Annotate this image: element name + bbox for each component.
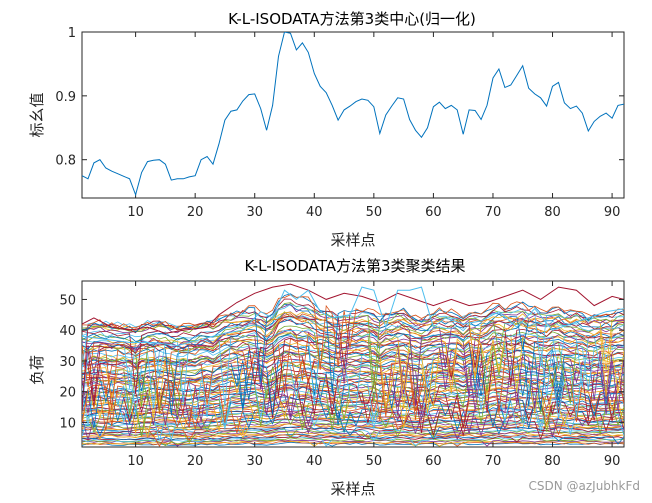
top-subplot: K-L-ISODATA方法第3类中心(归一化) 10 20 30 40 50 60 70 80… xyxy=(28,10,625,249)
member-curve xyxy=(82,298,624,412)
bottom-x-tick-label: 20 xyxy=(187,454,204,469)
member-curve xyxy=(82,325,624,408)
member-curve xyxy=(82,329,624,394)
member-curve xyxy=(82,384,624,422)
bottom-x-tick-label: 10 xyxy=(127,454,144,469)
member-curve xyxy=(82,404,624,434)
curve-max-line xyxy=(82,283,624,334)
member-curve xyxy=(82,358,624,421)
bottom-chart-title: K-L-ISODATA方法第3类聚类结果 xyxy=(244,257,465,275)
bottom-series-group xyxy=(82,283,624,447)
member-curve xyxy=(82,418,624,427)
bottom-x-axis-label: 采样点 xyxy=(330,480,375,498)
member-curve xyxy=(82,329,624,407)
bottom-x-tick-label: 30 xyxy=(246,454,263,469)
top-x-tick-label: 20 xyxy=(187,205,204,220)
bottom-y-tick-label: 20 xyxy=(59,386,76,401)
top-x-axis-label: 采样点 xyxy=(330,231,375,249)
watermark: CSDN @azJubhkFd xyxy=(528,479,640,493)
member-curve xyxy=(82,435,624,447)
member-curve xyxy=(82,441,624,447)
top-x-tick-label: 40 xyxy=(306,205,323,220)
top-x-tick-label: 60 xyxy=(425,205,442,220)
bottom-y-tick-label: 50 xyxy=(59,293,76,308)
top-x-tick-label: 90 xyxy=(604,205,621,220)
member-curve xyxy=(82,303,624,371)
member-curve xyxy=(82,433,624,445)
bottom-y-tick-label: 40 xyxy=(59,324,76,339)
member-curve xyxy=(82,332,624,404)
member-curve xyxy=(82,351,624,416)
member-curve xyxy=(82,413,624,435)
member-curve xyxy=(82,409,624,437)
top-axis-ticks: 10 20 30 40 50 60 70 80 90 0.8 0.9 1 xyxy=(55,26,624,220)
bottom-x-tick-label: 70 xyxy=(485,454,502,469)
member-curve xyxy=(82,364,624,411)
top-y-axis-label: 标幺值 xyxy=(28,92,46,137)
member-curve xyxy=(82,386,624,434)
member-curve xyxy=(82,358,624,416)
center-series-line xyxy=(82,32,624,197)
top-x-tick-label: 70 xyxy=(485,205,502,220)
curve-peaks-line xyxy=(82,286,624,347)
top-series-group xyxy=(82,32,624,197)
member-curve xyxy=(82,430,624,439)
bottom-x-tick-label: 90 xyxy=(604,454,621,469)
member-curve xyxy=(82,439,624,447)
member-curve xyxy=(82,382,624,426)
bottom-y-axis-label: 负荷 xyxy=(28,355,46,385)
top-y-tick-label: 0.9 xyxy=(55,90,76,105)
member-curve xyxy=(82,441,624,447)
member-curve xyxy=(82,294,624,371)
top-x-tick-label: 50 xyxy=(366,205,383,220)
member-curve xyxy=(82,329,624,405)
top-plot-area xyxy=(81,31,625,199)
top-x-tick-label: 10 xyxy=(127,205,144,220)
bottom-y-tick-label: 30 xyxy=(59,355,76,370)
top-x-tick-label: 30 xyxy=(246,205,263,220)
member-curve xyxy=(82,423,624,442)
top-x-tick-label: 80 xyxy=(544,205,561,220)
bottom-x-tick-label: 50 xyxy=(366,454,383,469)
top-y-tick-label: 1 xyxy=(68,26,76,41)
bottom-subplot: K-L-ISODATA方法第3类聚类结果 10 20 30 40 50 60 70 80 901… xyxy=(28,257,625,498)
bottom-y-tick-label: 10 xyxy=(59,416,76,431)
top-chart-title: K-L-ISODATA方法第3类中心(归一化) xyxy=(228,10,476,28)
bottom-x-tick-label: 80 xyxy=(544,454,561,469)
member-curve xyxy=(82,311,624,379)
bottom-x-tick-label: 60 xyxy=(425,454,442,469)
bottom-x-tick-label: 40 xyxy=(306,454,323,469)
member-curve xyxy=(82,418,624,441)
bottom-axis-ticks: 10 20 30 40 50 60 70 80 90 10 20 30 40 50 xyxy=(59,281,624,469)
member-curve xyxy=(82,333,624,416)
top-y-tick-label: 0.8 xyxy=(55,154,76,169)
